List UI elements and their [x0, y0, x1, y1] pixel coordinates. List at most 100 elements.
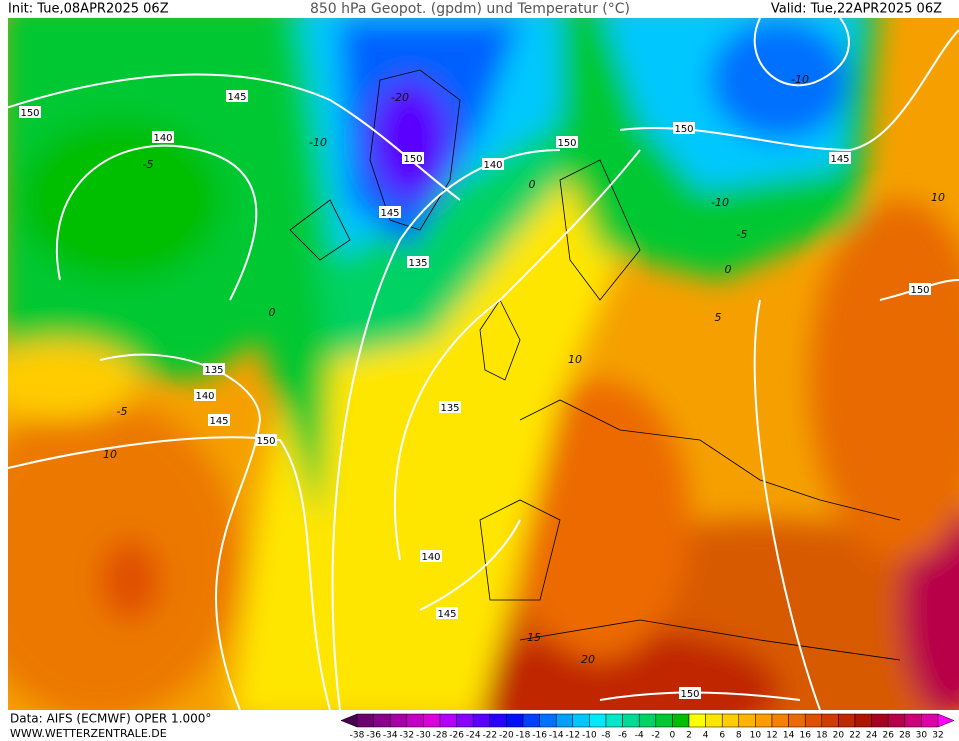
scale-label: 32	[932, 731, 943, 741]
scale-label: -4	[635, 731, 644, 741]
contour-label-box	[407, 256, 429, 268]
scale-cell	[788, 713, 806, 728]
scale-label: 24	[866, 731, 878, 741]
contour-label-box	[203, 363, 225, 375]
scale-label: -28	[433, 731, 448, 741]
contour-label-box	[829, 152, 851, 164]
map-title: 850 hPa Geopot. (gpdm) und Temperatur (°…	[310, 1, 630, 17]
scale-arrow	[340, 713, 358, 728]
scale-cell	[655, 713, 673, 728]
scale-label: -34	[383, 731, 398, 741]
contour-label: 145	[209, 416, 228, 427]
scale-cell	[771, 713, 789, 728]
isotherm-label: 10	[931, 191, 945, 204]
scale-cell	[705, 713, 723, 728]
contour-label-box	[402, 152, 424, 164]
scale-cell	[921, 713, 939, 728]
scale-cell	[373, 713, 391, 728]
contour-label: 145	[830, 154, 849, 165]
website: WWW.WETTERZENTRALE.DE	[10, 727, 167, 740]
scale-label: -14	[549, 731, 564, 741]
scale-label: -22	[482, 731, 497, 741]
contour-label: 150	[680, 689, 699, 700]
isotherm-label: -10	[791, 73, 809, 86]
isotherm-label: -20	[391, 91, 409, 104]
scale-label: 10	[750, 731, 762, 741]
contour-label-box	[436, 607, 458, 619]
isotherm-label: 5	[715, 311, 722, 324]
contour-label-box	[379, 206, 401, 218]
scale-label: 30	[916, 731, 928, 741]
contour-label: 145	[227, 92, 246, 103]
isotherm-label: 10	[568, 353, 582, 366]
scale-label: -2	[651, 731, 660, 741]
contour-label-box	[255, 434, 277, 446]
contour-label-box	[556, 136, 578, 148]
scale-cell	[506, 713, 524, 728]
contour-label-box	[909, 283, 931, 295]
isotherm-label: -5	[117, 405, 128, 418]
scale-label: 4	[703, 731, 709, 741]
scale-cell	[821, 713, 839, 728]
contour-label: 150	[20, 108, 39, 119]
scale-label: 8	[736, 731, 742, 741]
scale-label: -30	[416, 731, 431, 741]
scale-cell	[522, 713, 540, 728]
scale-label: 28	[899, 731, 911, 741]
contour-label-box	[420, 550, 442, 562]
contour-label: 140	[421, 552, 440, 563]
scale-cell	[489, 713, 507, 728]
scale-cell	[605, 713, 623, 728]
scale-cell	[356, 713, 374, 728]
contour-label-box	[439, 401, 461, 413]
contour-label-box	[19, 106, 41, 118]
scale-label: 2	[686, 731, 692, 741]
contour-label: 150	[403, 154, 422, 165]
isotherm-label: 0	[269, 306, 276, 319]
scale-label: -32	[399, 731, 414, 741]
contour-label-box	[194, 389, 216, 401]
scale-label: 26	[882, 731, 894, 741]
scale-cell	[904, 713, 922, 728]
scale-cell	[539, 713, 557, 728]
contour-label-box	[152, 131, 174, 143]
isotherm-label: 20	[581, 653, 595, 666]
contour-label: 145	[380, 208, 399, 219]
contour-label: 135	[408, 258, 427, 269]
isotherm-label: 15	[527, 631, 541, 644]
scale-label: -10	[582, 731, 597, 741]
contour-label: 140	[483, 160, 502, 171]
scale-cell	[622, 713, 640, 728]
scale-label: 16	[799, 731, 811, 741]
contour-label: 135	[440, 403, 459, 414]
scale-label: 20	[833, 731, 845, 741]
contour-label-box	[673, 122, 695, 134]
color-scale: -38 -36 -34 -32 -30 -28 -26 -24 -22 -20 -18 -16 -14-…	[340, 713, 955, 741]
scale-cell	[887, 713, 906, 728]
scale-cell	[423, 713, 441, 728]
scale-label: -20	[499, 731, 514, 741]
scale-label: -38	[350, 731, 365, 741]
scale-label: -26	[449, 731, 464, 741]
isotherm-label: 0	[529, 178, 536, 191]
scale-label: 6	[719, 731, 725, 741]
contour-label-box	[482, 158, 504, 170]
data-source: Data: AIFS (ECMWF) OPER 1.000°	[10, 712, 211, 726]
valid-time: Valid: Tue,22APR2025 06Z	[771, 2, 942, 17]
scale-cell	[854, 713, 872, 728]
scale-cell	[572, 713, 590, 728]
scale-cell	[472, 713, 491, 728]
isotherm-label: -5	[737, 228, 748, 241]
isotherm-label: -10	[711, 196, 729, 209]
init-time: Init: Tue,08APR2025 06Z	[8, 2, 169, 17]
scale-label: -12	[565, 731, 580, 741]
scale-label: 12	[766, 731, 777, 741]
contour-label: 140	[195, 391, 214, 402]
scale-cell	[721, 713, 740, 728]
scale-label: 22	[849, 731, 860, 741]
scale-cell	[589, 713, 607, 728]
contour-label: 135	[204, 365, 223, 376]
scale-cell	[456, 713, 474, 728]
